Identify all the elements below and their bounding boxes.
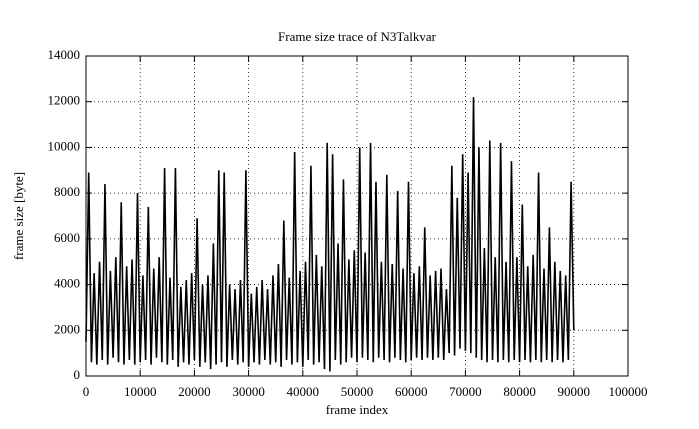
- x-tick-label: 100000: [609, 384, 648, 399]
- x-tick-label: 40000: [287, 384, 320, 399]
- data-line: [85, 97, 575, 372]
- x-tick-label: 60000: [395, 384, 428, 399]
- x-tick-label: 90000: [558, 384, 591, 399]
- x-tick-label: 10000: [124, 384, 157, 399]
- x-tick-label: 70000: [449, 384, 482, 399]
- chart-title: Frame size trace of N3Talkvar: [278, 29, 437, 44]
- x-tick-label: 50000: [341, 384, 374, 399]
- y-tick-label: 6000: [54, 230, 80, 245]
- x-tick-label: 30000: [232, 384, 265, 399]
- y-tick-label: 0: [74, 367, 81, 382]
- x-tick-label: 0: [83, 384, 90, 399]
- y-axis-label: frame size [byte]: [11, 172, 26, 260]
- x-tick-label: 20000: [178, 384, 211, 399]
- y-tick-label: 10000: [48, 138, 81, 153]
- y-tick-label: 12000: [48, 93, 81, 108]
- x-tick-label: 80000: [503, 384, 536, 399]
- y-tick-label: 2000: [54, 321, 80, 336]
- y-tick-label: 14000: [48, 47, 81, 62]
- y-tick-label: 8000: [54, 184, 80, 199]
- y-tick-label: 4000: [54, 276, 80, 291]
- x-axis-label: frame index: [326, 402, 389, 417]
